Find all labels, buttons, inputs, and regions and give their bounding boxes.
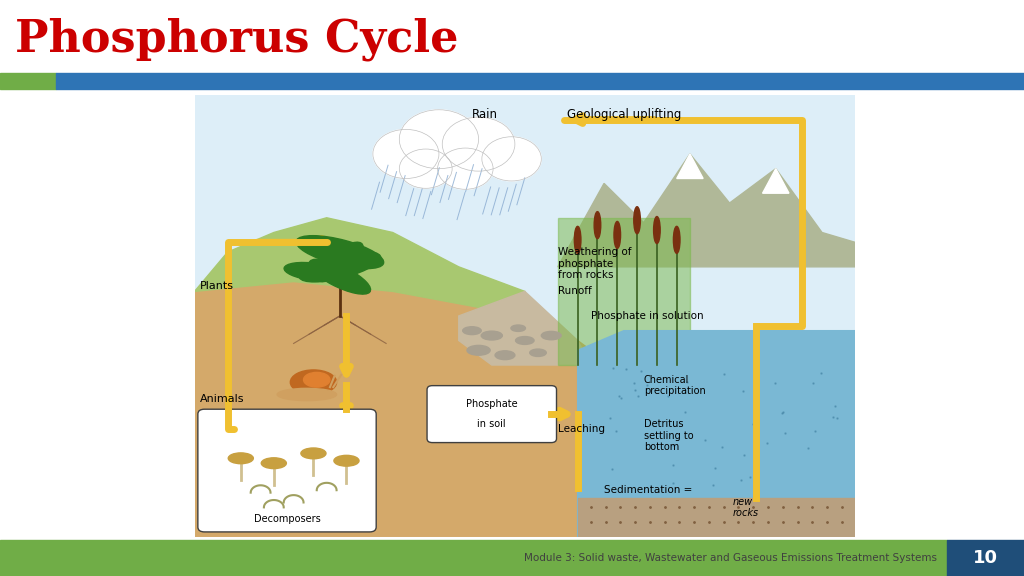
Text: Phosphorus Cycle: Phosphorus Cycle <box>15 17 459 61</box>
Bar <box>947 540 1024 576</box>
Circle shape <box>482 137 542 181</box>
Ellipse shape <box>299 252 381 282</box>
Circle shape <box>442 117 515 171</box>
Ellipse shape <box>386 132 531 176</box>
Circle shape <box>437 148 494 190</box>
Bar <box>0 540 947 576</box>
Text: Plants: Plants <box>200 282 233 291</box>
Text: Leaching: Leaching <box>558 424 605 434</box>
FancyBboxPatch shape <box>427 386 556 442</box>
Ellipse shape <box>467 346 490 355</box>
Ellipse shape <box>674 226 680 253</box>
Text: new
rocks: new rocks <box>733 497 759 518</box>
Polygon shape <box>763 169 788 193</box>
Ellipse shape <box>529 349 546 357</box>
Text: Decomposers: Decomposers <box>254 514 321 524</box>
Polygon shape <box>459 291 591 365</box>
Ellipse shape <box>228 453 253 464</box>
Polygon shape <box>195 218 524 316</box>
Text: Phosphate in solution: Phosphate in solution <box>591 311 703 321</box>
Ellipse shape <box>291 370 337 395</box>
FancyBboxPatch shape <box>198 409 376 532</box>
Ellipse shape <box>515 336 535 344</box>
Ellipse shape <box>574 226 581 253</box>
Circle shape <box>399 149 453 188</box>
Text: Rain: Rain <box>472 108 498 121</box>
Text: Animals: Animals <box>200 395 245 404</box>
Ellipse shape <box>594 211 601 238</box>
Polygon shape <box>578 331 855 537</box>
Ellipse shape <box>301 448 326 458</box>
Ellipse shape <box>653 217 660 244</box>
Polygon shape <box>558 218 690 365</box>
Bar <box>0 73 56 89</box>
Text: in soil: in soil <box>477 419 506 429</box>
Text: Geological uplifting: Geological uplifting <box>566 108 681 121</box>
Ellipse shape <box>634 207 640 234</box>
Text: Chemical
precipitation: Chemical precipitation <box>644 375 706 396</box>
Text: 10: 10 <box>973 549 997 567</box>
Ellipse shape <box>316 242 364 282</box>
Ellipse shape <box>334 456 359 466</box>
Text: Detritus
settling to
bottom: Detritus settling to bottom <box>644 419 693 452</box>
Ellipse shape <box>463 327 481 335</box>
Text: Sedimentation =: Sedimentation = <box>604 485 692 495</box>
Ellipse shape <box>542 331 561 340</box>
Polygon shape <box>677 154 703 179</box>
Text: Runoff: Runoff <box>558 286 592 297</box>
Ellipse shape <box>296 236 384 268</box>
Text: Module 3: Solid waste, Wastewater and Gaseous Emissions Treatment Systems: Module 3: Solid waste, Wastewater and Ga… <box>524 553 937 563</box>
Ellipse shape <box>511 325 525 331</box>
Polygon shape <box>558 154 855 267</box>
Circle shape <box>373 130 439 179</box>
Circle shape <box>399 110 478 169</box>
Polygon shape <box>578 498 855 537</box>
Ellipse shape <box>278 388 337 401</box>
Ellipse shape <box>261 458 287 469</box>
Ellipse shape <box>309 259 371 294</box>
Ellipse shape <box>614 221 621 248</box>
Bar <box>56 73 1024 89</box>
Polygon shape <box>195 282 855 537</box>
Ellipse shape <box>495 351 515 359</box>
Ellipse shape <box>303 373 330 387</box>
Ellipse shape <box>481 331 503 340</box>
Ellipse shape <box>284 263 343 281</box>
Text: Phosphate: Phosphate <box>466 399 517 410</box>
Text: Weathering of
phosphate
from rocks: Weathering of phosphate from rocks <box>558 247 632 281</box>
